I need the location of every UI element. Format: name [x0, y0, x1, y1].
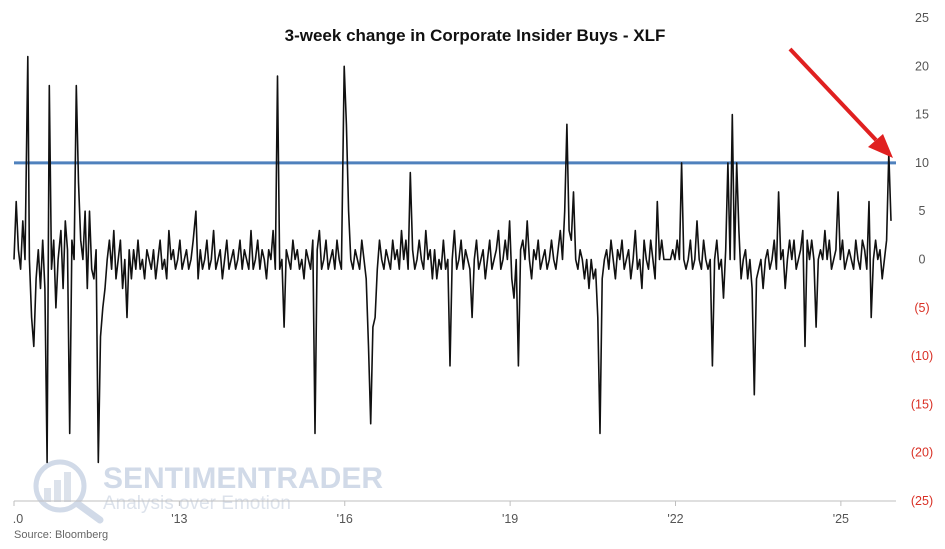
watermark: SENTIMENTRADER Analysis over Emotion	[33, 459, 383, 524]
y-tick-label: 10	[915, 156, 929, 170]
y-tick-label: 0	[919, 253, 926, 267]
x-tick-label: .0	[13, 512, 23, 526]
y-axis-ticks: 25 20 15 10 5 0 (5) (10) (15) (20) (25)	[911, 11, 933, 508]
chart-title: 3-week change in Corporate Insider Buys …	[285, 26, 666, 45]
y-tick-label: 5	[919, 204, 926, 218]
y-tick-label: 25	[915, 11, 929, 25]
x-tick-label: '13	[171, 512, 187, 526]
watermark-tagline: Analysis over Emotion	[103, 493, 291, 514]
x-tick-label: '25	[833, 512, 849, 526]
y-tick-label: (20)	[911, 446, 933, 460]
x-tick-label: '16	[337, 512, 353, 526]
annotation-arrow-icon	[788, 47, 893, 158]
x-tick-label: '22	[667, 512, 683, 526]
x-tick-label: '19	[502, 512, 518, 526]
y-tick-label: (25)	[911, 494, 933, 508]
y-tick-label: 15	[915, 108, 929, 122]
y-tick-label: (10)	[911, 349, 933, 363]
watermark-name: SENTIMENTRADER	[103, 462, 383, 495]
y-tick-label: (5)	[914, 301, 929, 315]
series-line-insider-buys	[13, 55, 892, 464]
y-tick-label: 20	[915, 59, 929, 73]
source-note: Source: Bloomberg	[14, 529, 108, 541]
watermark-logo-icon	[33, 459, 104, 524]
y-tick-label: (15)	[911, 397, 933, 411]
x-axis-ticks: .0 '13 '16 '19 '22 '25	[13, 501, 849, 526]
